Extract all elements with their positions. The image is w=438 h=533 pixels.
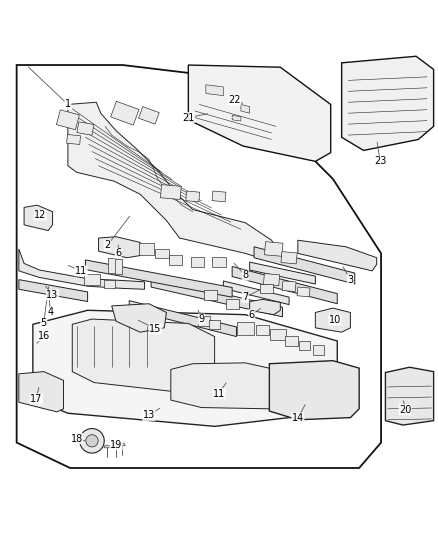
Text: 17: 17 (30, 394, 42, 404)
Text: 11: 11 (75, 266, 87, 276)
Polygon shape (188, 65, 331, 161)
Text: 5: 5 (41, 318, 47, 328)
Polygon shape (112, 304, 166, 332)
Text: 6: 6 (249, 310, 255, 320)
Text: 15: 15 (149, 324, 162, 334)
Text: 19: 19 (110, 440, 122, 450)
Polygon shape (19, 372, 64, 412)
Bar (263, 273, 280, 286)
Bar (271, 329, 286, 340)
Polygon shape (85, 260, 232, 297)
Polygon shape (232, 266, 337, 304)
Text: 16: 16 (38, 330, 50, 341)
Bar (155, 248, 169, 258)
Bar (226, 299, 239, 309)
Bar (186, 191, 200, 202)
Bar (77, 122, 94, 135)
Bar (265, 241, 283, 256)
Text: 20: 20 (399, 405, 411, 415)
Polygon shape (298, 240, 377, 271)
Bar (104, 280, 115, 288)
Text: 1: 1 (65, 100, 71, 109)
Bar (115, 260, 122, 273)
Bar (256, 325, 269, 335)
Polygon shape (72, 319, 215, 395)
Text: 7: 7 (242, 292, 248, 302)
Polygon shape (104, 445, 111, 448)
Bar (204, 290, 217, 300)
Polygon shape (223, 281, 289, 304)
Text: 10: 10 (329, 315, 341, 325)
Bar (282, 281, 296, 292)
Bar (191, 257, 204, 267)
Polygon shape (385, 367, 434, 425)
Bar (313, 345, 324, 354)
Text: 4: 4 (47, 308, 53, 318)
Circle shape (86, 435, 98, 447)
Bar (139, 243, 154, 255)
Bar (138, 107, 159, 124)
Polygon shape (129, 301, 237, 336)
Text: 22: 22 (228, 95, 240, 105)
Bar (212, 257, 226, 267)
Text: 2: 2 (104, 240, 110, 251)
Text: 13: 13 (46, 290, 59, 300)
Polygon shape (250, 262, 315, 284)
Bar (297, 287, 310, 297)
Polygon shape (342, 56, 434, 150)
Bar (67, 134, 81, 144)
Polygon shape (250, 300, 280, 314)
Text: 9: 9 (198, 314, 205, 324)
Text: 13: 13 (143, 410, 155, 421)
Polygon shape (19, 280, 88, 302)
Text: 8: 8 (242, 270, 248, 280)
Bar (160, 184, 181, 199)
Polygon shape (118, 443, 125, 446)
Polygon shape (315, 308, 350, 332)
Bar (212, 191, 226, 202)
Bar (285, 336, 298, 346)
Bar (169, 255, 182, 265)
Bar (260, 284, 273, 293)
Text: 14: 14 (292, 413, 304, 423)
Bar (299, 341, 310, 350)
Polygon shape (151, 278, 283, 317)
Polygon shape (206, 85, 223, 96)
Bar (198, 317, 210, 326)
Polygon shape (19, 249, 145, 289)
Bar (108, 258, 116, 273)
Text: 3: 3 (347, 274, 353, 285)
Bar (237, 322, 254, 335)
Bar (281, 252, 297, 264)
Circle shape (80, 429, 104, 453)
Text: 12: 12 (34, 210, 46, 220)
Bar (209, 320, 220, 329)
Polygon shape (171, 363, 285, 409)
Text: 21: 21 (182, 112, 194, 123)
Polygon shape (68, 102, 285, 264)
Polygon shape (254, 247, 355, 284)
Text: 6: 6 (115, 248, 121, 259)
Text: 18: 18 (71, 434, 83, 443)
Polygon shape (232, 115, 241, 121)
Bar (57, 110, 79, 130)
Bar (84, 274, 99, 285)
Bar (111, 101, 139, 125)
Text: 23: 23 (374, 156, 386, 166)
Polygon shape (113, 445, 120, 448)
Polygon shape (269, 361, 359, 420)
Polygon shape (99, 237, 140, 258)
Polygon shape (33, 310, 337, 426)
Polygon shape (24, 205, 53, 231)
Polygon shape (241, 104, 250, 113)
Text: 11: 11 (213, 389, 225, 399)
